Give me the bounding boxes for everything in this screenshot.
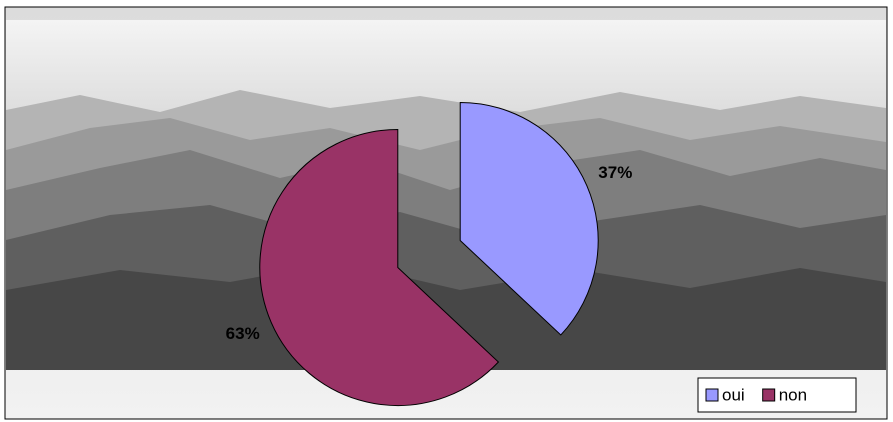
pie-slice bbox=[459, 101, 599, 336]
pie: 37% 63% bbox=[226, 101, 632, 406]
data-label: 37% bbox=[598, 163, 632, 182]
legend-box bbox=[697, 377, 857, 413]
legend-label: non bbox=[779, 385, 807, 404]
data-label: 63% bbox=[226, 324, 260, 343]
legend-items: oui non bbox=[705, 385, 807, 404]
legend-label: oui bbox=[722, 385, 745, 404]
background bbox=[4, 6, 888, 420]
legend-swatch bbox=[705, 388, 719, 402]
legend-swatch bbox=[762, 388, 776, 402]
pie-slice bbox=[259, 129, 500, 406]
legend: oui non bbox=[697, 377, 857, 413]
